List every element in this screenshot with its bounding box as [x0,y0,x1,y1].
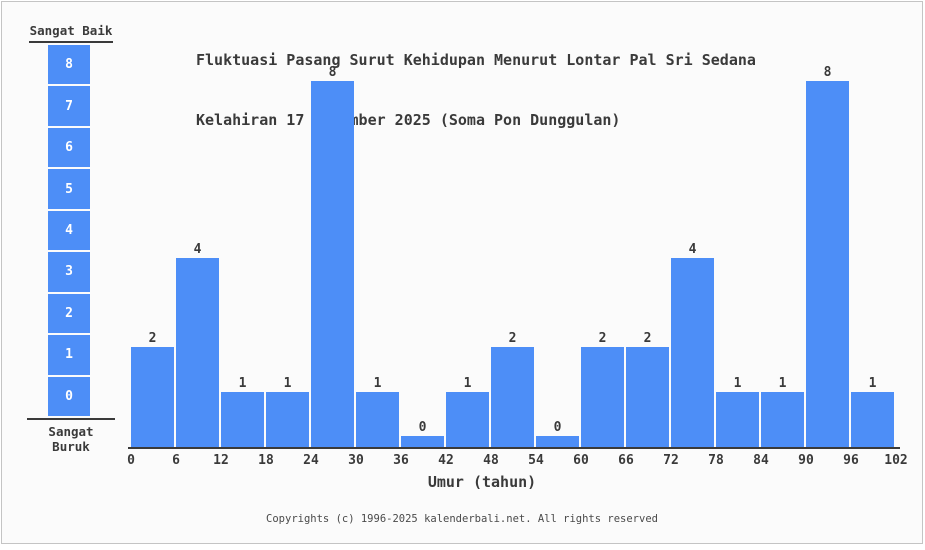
legend-label-best: Sangat Baik [29,23,113,43]
x-tick-78: 78 [708,453,724,468]
bar-value-label: 2 [643,331,652,346]
bar-90-96: 8 [806,66,851,447]
x-tick-42: 42 [438,453,454,468]
x-tick-24: 24 [303,453,319,468]
bar-value-label: 8 [823,65,832,80]
bar-6-12: 4 [176,243,221,447]
legend-scale-cell-7: 7 [48,86,90,126]
x-tick-90: 90 [798,453,814,468]
x-tick-84: 84 [753,453,769,468]
bar-18-24: 1 [266,377,311,447]
bar-rect [806,81,849,447]
bar-84-90: 1 [761,377,806,447]
chart-title: Fluktuasi Pasang Surut Kehidupan Menurut… [196,10,756,170]
bar-value-label: 8 [328,65,337,80]
bar-24-30: 8 [311,66,356,447]
bar-series: 2 4 1 1 8 1 0 1 2 0 2 2 4 1 1 8 1 [131,66,896,447]
bar-rect [581,347,624,447]
bar-72-78: 4 [671,243,716,447]
bar-rect [176,258,219,447]
x-tick-36: 36 [393,453,409,468]
x-tick-0: 0 [127,453,135,468]
bar-value-label: 1 [778,376,787,391]
bar-48-54: 2 [491,332,536,447]
x-tick-102: 102 [884,453,908,468]
x-tick-30: 30 [348,453,364,468]
bar-30-36: 1 [356,377,401,447]
bar-value-label: 2 [148,331,157,346]
bar-rect [851,392,894,447]
bar-60-66: 2 [581,332,626,447]
x-axis-ticks: 0 6 12 18 24 30 36 42 48 54 60 66 72 78 84 90 96 102 [127,453,908,469]
bar-value-label: 1 [463,376,472,391]
bar-66-72: 2 [626,332,671,447]
bar-12-18: 1 [221,377,266,447]
x-tick-96: 96 [843,453,859,468]
bar-rect [626,347,669,447]
bar-value-label: 4 [688,242,697,257]
copyright-text: Copyrights (c) 1996-2025 kalenderbali.ne… [266,513,658,525]
legend-label-worst: Sangat Buruk [27,418,115,454]
x-tick-66: 66 [618,453,634,468]
bar-rect [401,436,444,447]
legend-scale-cell-4: 4 [48,210,90,251]
bar-value-label: 0 [418,420,427,435]
bar-value-label: 1 [283,376,292,391]
bar-42-48: 1 [446,377,491,447]
legend-scale-cell-5: 5 [48,169,90,209]
bar-rect [716,392,759,447]
bar-rect [266,392,309,447]
bar-rect [536,436,579,447]
x-tick-60: 60 [573,453,589,468]
legend-scale-cell-6: 6 [48,127,90,168]
chart-title-line1: Fluktuasi Pasang Surut Kehidupan Menurut… [196,51,756,69]
bar-rect [761,392,804,447]
x-tick-6: 6 [172,453,180,468]
bar-rect [671,258,714,447]
legend-scale-cell-8: 8 [48,45,90,85]
x-tick-48: 48 [483,453,499,468]
bar-rect [356,392,399,447]
legend-scale-cell-3: 3 [48,252,90,292]
bar-value-label: 2 [508,331,517,346]
bar-value-label: 4 [193,242,202,257]
legend-scale-cell-1: 1 [48,335,90,375]
bar-36-42: 0 [401,421,446,447]
bar-rect [491,347,534,447]
bar-54-60: 0 [536,421,581,447]
x-tick-72: 72 [663,453,679,468]
legend-scale-cell-2: 2 [48,293,90,334]
bar-value-label: 1 [733,376,742,391]
bar-rect [131,347,174,447]
x-tick-54: 54 [528,453,544,468]
x-tick-18: 18 [258,453,274,468]
bar-value-label: 1 [238,376,247,391]
x-axis-line [128,447,900,449]
x-tick-12: 12 [213,453,229,468]
bar-value-label: 2 [598,331,607,346]
bar-96-102: 1 [851,377,896,447]
bar-rect [221,392,264,447]
bar-value-label: 1 [868,376,877,391]
chart-title-line2: Kelahiran 17 Nopember 2025 (Soma Pon Dun… [196,111,621,129]
bar-rect [311,81,354,447]
bar-value-label: 1 [373,376,382,391]
bar-rect [446,392,489,447]
bar-78-84: 1 [716,377,761,447]
x-axis-label: Umur (tahun) [427,473,537,491]
legend-scale-cell-0: 0 [48,376,90,416]
bar-value-label: 0 [553,420,562,435]
bar-0-6: 2 [131,332,176,447]
